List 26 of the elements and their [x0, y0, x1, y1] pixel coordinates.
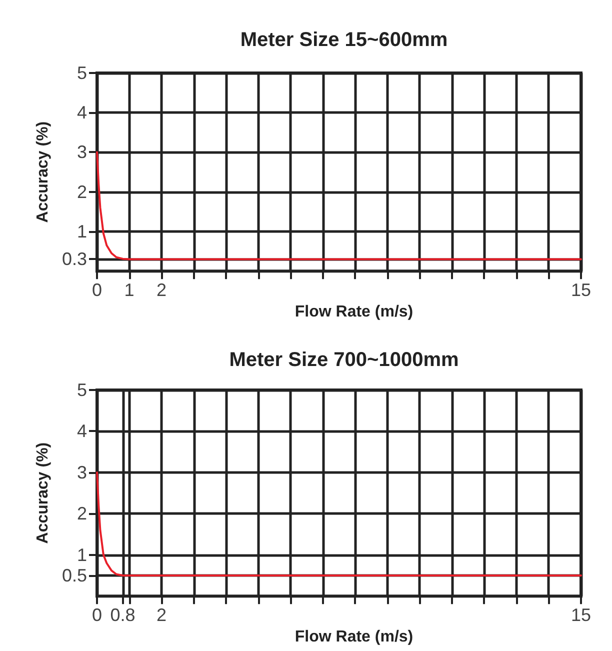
y-tick-label: 5 [76, 380, 87, 400]
x-tick-label: 2 [156, 605, 167, 626]
y-tick-label: 0.5 [62, 565, 87, 586]
x-tick-label: 15 [570, 605, 592, 626]
y-tick-label: 5 [76, 63, 87, 83]
x-axis-title: Flow Rate (m/s) [294, 628, 414, 646]
y-tick-label: 1 [76, 544, 87, 565]
y-axis-title: Accuracy (%) [34, 442, 52, 544]
y-axis-title: Accuracy (%) [34, 121, 52, 223]
y-tick-label: 3 [76, 462, 87, 482]
x-tick-label: 15 [570, 280, 592, 300]
x-axis-title: Flow Rate (m/s) [294, 304, 414, 320]
y-tick-label: 2 [76, 182, 87, 202]
x-tick-label: 2 [156, 280, 167, 300]
y-tick-label: 0.3 [62, 249, 87, 270]
y-tick-label: 2 [76, 504, 87, 524]
chart-title: Meter Size 700~1000mm [229, 349, 459, 371]
chart-title: Meter Size 15~600mm [240, 29, 448, 51]
y-tick-label: 4 [76, 421, 87, 442]
y-tick-label: 3 [76, 142, 87, 162]
y-tick-label: 1 [76, 221, 87, 242]
x-tick-label: 0 [92, 280, 102, 300]
x-tick-label: 0 [92, 605, 102, 626]
x-tick-label: 0.8 [110, 605, 136, 626]
y-tick-label: 4 [76, 102, 87, 123]
x-tick-label: 1 [124, 280, 134, 300]
